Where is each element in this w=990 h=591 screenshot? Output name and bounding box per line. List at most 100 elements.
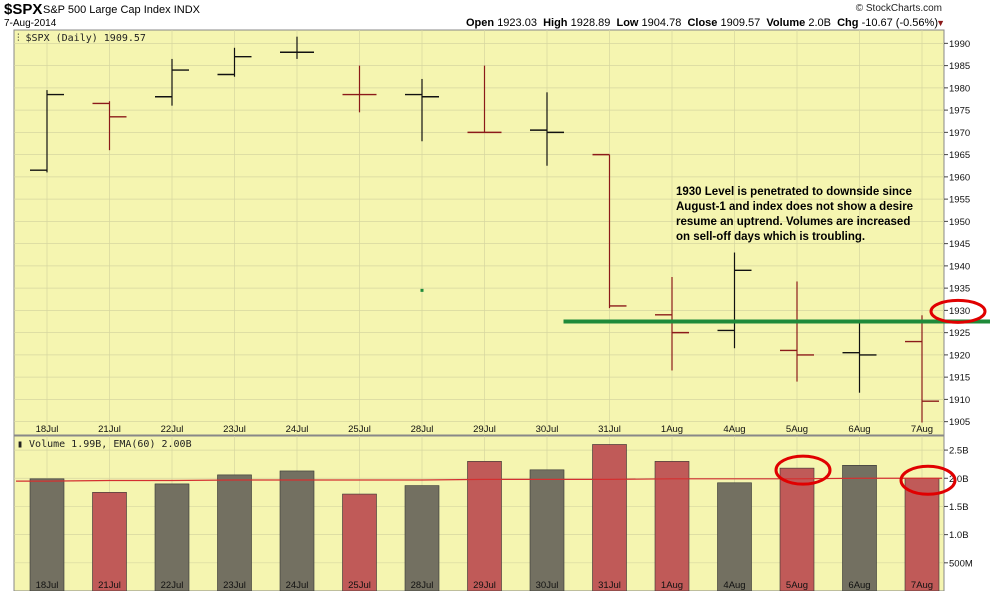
price-x-tick-label: 1Aug xyxy=(661,424,683,435)
price-y-tick-labels: 1990 1985 1980 1975 1970 1965 1960 1955 1950 1945… xyxy=(944,39,970,428)
volume-x-tick-label: 1Aug xyxy=(661,580,683,591)
volume-value: 2.0B xyxy=(808,17,831,29)
volume-bar-4Aug xyxy=(717,482,752,591)
chg-label: Chg xyxy=(837,17,859,29)
volume-bar-22Jul xyxy=(154,483,190,591)
volume-x-tick-label: 6Aug xyxy=(848,580,870,591)
high-value: 1928.89 xyxy=(570,17,611,29)
annotation-line: August-1 and index does not show a desir… xyxy=(676,201,913,213)
volume-bar-7Aug xyxy=(904,477,940,591)
price-y-tick-label: 1905 xyxy=(949,417,970,428)
price-x-tick-label: 28Jul xyxy=(411,424,434,435)
price-y-tick-label: 1960 xyxy=(949,172,970,183)
price-x-tick-labels: 18Jul 21Jul 22Jul 23Jul 24Jul 25Jul 28Jul 29Jul… xyxy=(36,424,933,435)
price-y-tick-label: 1975 xyxy=(949,106,970,117)
volume-ema-line xyxy=(16,477,942,482)
volume-bar-29Jul xyxy=(467,461,502,591)
price-x-tick-label: 18Jul xyxy=(36,424,59,435)
price-x-tick-label: 29Jul xyxy=(473,424,496,435)
low-label: Low xyxy=(616,17,639,29)
volume-y-tick-label: 500M xyxy=(949,558,973,569)
price-gridlines xyxy=(14,30,944,435)
price-panel-frame xyxy=(13,29,945,436)
price-x-tick-label: 25Jul xyxy=(348,424,371,435)
price-x-tick-label: 22Jul xyxy=(161,424,184,435)
volume-x-tick-label: 21Jul xyxy=(98,580,121,591)
volume-x-tick-label: 31Jul xyxy=(598,580,621,591)
annotation-line: 1930 Level is penetrated to downside sin… xyxy=(676,186,912,198)
volume-x-tick-label: 5Aug xyxy=(786,580,808,591)
highlight-circles xyxy=(774,298,987,496)
volume-y-tick-label: 1.5B xyxy=(949,502,969,513)
symbol-title: $SPX xyxy=(4,1,43,18)
volume-bar-28Jul xyxy=(404,485,440,591)
annotation-text: 1930 Level is penetrated to downside sin… xyxy=(676,186,913,243)
price-y-tick-label: 1950 xyxy=(949,217,970,228)
volume-bar-1Aug xyxy=(654,461,690,591)
index-name: S&P 500 Large Cap Index INDX xyxy=(43,4,200,16)
volume-circle-7Aug xyxy=(899,464,957,496)
price-y-tick-label: 1955 xyxy=(949,195,970,206)
price-legend: ⫶ $SPX (Daily) 1909.57 xyxy=(17,33,146,44)
volume-x-tick-label: 18Jul xyxy=(36,580,59,591)
level-1930-circle xyxy=(929,298,987,324)
volume-y-tick-label: 2.0B xyxy=(949,474,969,485)
panel-legends: ⫶ $SPX (Daily) 1909.57 ▮ Volume 1.99B, EM… xyxy=(17,33,192,450)
ohlc-readout: Open 1923.03 High 1928.89 Low 1904.78 Cl… xyxy=(466,17,938,29)
price-x-tick-label: 24Jul xyxy=(286,424,309,435)
volume-ema-line-group xyxy=(16,477,942,482)
price-x-tick-label: 5Aug xyxy=(786,424,808,435)
price-x-tick-label: 23Jul xyxy=(223,424,246,435)
price-y-tick-label: 1920 xyxy=(949,350,970,361)
price-y-tick-label: 1985 xyxy=(949,61,970,72)
price-panel-background xyxy=(13,29,945,436)
volume-x-tick-label: 28Jul xyxy=(411,580,434,591)
price-x-tick-label: 21Jul xyxy=(98,424,121,435)
volume-x-tick-label: 29Jul xyxy=(473,580,496,591)
volume-y-tick-labels: 2.5B 2.0B 1.5B 1.0B 500M xyxy=(944,446,973,569)
price-y-tick-label: 1945 xyxy=(949,239,970,250)
annotation-line: resume an uptrend. Volumes are increased xyxy=(676,216,910,228)
price-x-tick-label: 4Aug xyxy=(723,424,745,435)
volume-bar-25Jul xyxy=(342,493,377,591)
price-y-tick-label: 1990 xyxy=(949,39,970,50)
volume-bar-31Jul xyxy=(592,444,627,591)
price-y-tick-label: 1965 xyxy=(949,150,970,161)
chart-date: 7-Aug-2014 xyxy=(4,18,57,29)
stray-marker xyxy=(420,288,424,292)
brand-label: © StockCharts.com xyxy=(855,3,942,14)
price-y-tick-label: 1980 xyxy=(949,83,970,94)
price-ohlc-bars xyxy=(30,36,939,423)
volume-bars xyxy=(29,444,940,591)
price-y-tick-label: 1930 xyxy=(949,306,970,317)
volume-bar-23Jul xyxy=(217,474,252,591)
annotation-line: on sell-off days which is troubling. xyxy=(676,231,865,243)
volume-bar-18Jul xyxy=(29,478,65,591)
low-value: 1904.78 xyxy=(641,17,682,29)
volume-bar-30Jul xyxy=(529,469,565,591)
volume-bar-6Aug xyxy=(842,465,877,591)
price-x-tick-label: 6Aug xyxy=(848,424,870,435)
open-label: Open xyxy=(466,17,495,29)
down-arrow-icon: ▼ xyxy=(936,18,945,28)
volume-bar-21Jul xyxy=(92,492,127,591)
price-y-tick-label: 1925 xyxy=(949,328,970,339)
volume-label: Volume xyxy=(766,17,806,29)
price-y-tick-label: 1910 xyxy=(949,395,970,406)
volume-x-tick-label: 25Jul xyxy=(348,580,371,591)
price-x-tick-label: 30Jul xyxy=(536,424,559,435)
volume-x-tick-label: 4Aug xyxy=(723,580,745,591)
index-full-name: S&P 500 Large Cap Index xyxy=(43,4,171,16)
price-y-tick-label: 1935 xyxy=(949,284,970,295)
close-value: 1909.57 xyxy=(720,17,761,29)
price-x-tick-label: 31Jul xyxy=(598,424,621,435)
price-y-tick-label: 1970 xyxy=(949,128,970,139)
close-label: Close xyxy=(687,17,718,29)
volume-x-tick-label: 24Jul xyxy=(286,580,309,591)
volume-y-tick-label: 1.0B xyxy=(949,530,969,541)
chg-value: -10.67 (-0.56%) xyxy=(861,17,938,29)
volume-bar-24Jul xyxy=(279,470,315,591)
volume-x-tick-labels: 18Jul 21Jul 22Jul 23Jul 24Jul 25Jul 28Jul 29Jul… xyxy=(36,580,933,591)
price-y-tick-label: 1940 xyxy=(949,261,970,272)
